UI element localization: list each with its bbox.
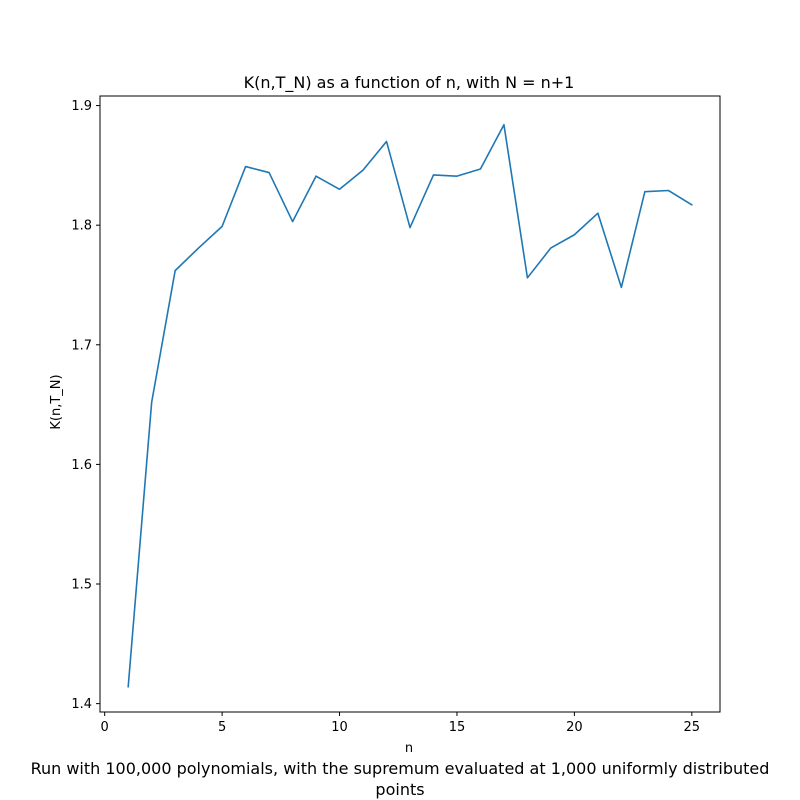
plot-area [99,95,721,713]
x-axis-ticks: 0 5 10 15 20 25 [101,712,701,735]
x-tick-label: 10 [331,720,348,735]
y-axis-ticks: 1.4 1.5 1.6 1.7 1.8 1.9 [71,99,100,712]
x-tick-label: 5 [218,720,226,735]
x-tick-label: 15 [449,720,466,735]
caption-line-2: points [375,780,424,799]
chart-title: K(n,T_N) as a function of n, with N = n+… [244,73,575,93]
plot-frame [99,95,721,713]
caption-line-1: Run with 100,000 polynomials, with the s… [31,759,770,778]
y-tick-label: 1.4 [71,697,92,712]
x-axis-label: n [405,741,413,756]
x-tick-label: 25 [684,720,701,735]
x-tick-label: 20 [566,720,583,735]
series-line-1 [127,123,693,688]
y-tick-label: 1.8 [71,219,92,234]
y-tick-label: 1.7 [71,338,92,353]
y-tick-label: 1.9 [71,99,92,114]
x-tick-label: 0 [101,720,109,735]
y-tick-label: 1.5 [71,578,92,593]
y-axis-label: K(n,T_N) [49,374,64,429]
y-tick-label: 1.6 [71,458,92,473]
